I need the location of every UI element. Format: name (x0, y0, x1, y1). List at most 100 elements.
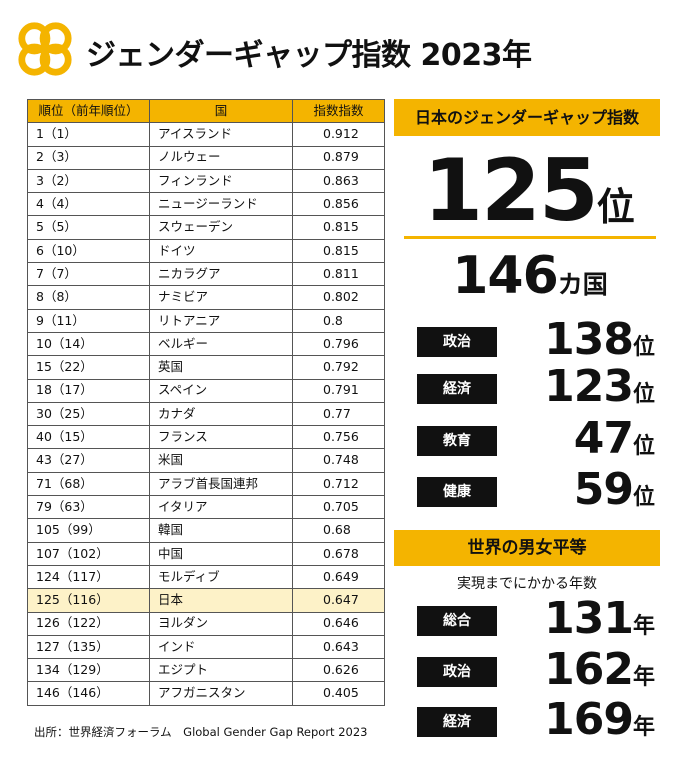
table-row: 105（99） 韓国 0.68 (27, 518, 385, 543)
table-row: 126（122） ヨルダン 0.646 (27, 611, 385, 636)
index-cell: 0.748 (292, 448, 385, 473)
rank-cell: 40（15） (27, 425, 150, 450)
total-countries-unit: カ国 (557, 270, 608, 299)
country-cell: スペイン (149, 378, 293, 403)
japan-heading: 日本のジェンダーギャップ指数 (394, 99, 660, 136)
category-value: 138位 (544, 318, 655, 369)
world-years: 162 (544, 644, 634, 695)
index-cell: 0.856 (292, 192, 385, 217)
ranking-table-body: 1（1） アイスランド 0.912 2（3） ノルウェー 0.879 3（2） フィンランド 0… (27, 122, 385, 706)
rank-cell: 15（22） (27, 355, 150, 380)
country-cell: エジプト (149, 658, 293, 683)
index-cell: 0.626 (292, 658, 385, 683)
table-header-row: 順位（前年順位） 国 指数指数 (27, 98, 385, 124)
table-row: 146（146） アフガニスタン 0.405 (27, 681, 385, 706)
country-cell: ノルウェー (149, 145, 293, 170)
rank-cell: 125（116） (27, 588, 150, 613)
index-cell: 0.863 (292, 168, 385, 194)
rank-cell: 8（8） (27, 285, 150, 310)
world-row-economy: 経済 169年 (417, 698, 655, 742)
country-cell: スウェーデン (149, 215, 293, 240)
rank-cell: 7（7） (27, 262, 150, 287)
table-row: 3（2） フィンランド 0.863 (27, 168, 385, 194)
category-label: 政治 (417, 327, 497, 357)
country-cell: カナダ (149, 401, 293, 427)
rank-cell: 9（11） (27, 308, 150, 333)
world-row-politics: 政治 162年 (417, 648, 655, 692)
category-value: 59位 (574, 468, 655, 519)
index-cell: 0.879 (292, 145, 385, 170)
world-value: 162年 (544, 648, 655, 699)
index-cell: 0.678 (292, 541, 385, 566)
source-note: 出所：世界経済フォーラム Global Gender Gap Report 20… (34, 725, 368, 739)
country-cell: フランス (149, 425, 293, 450)
country-cell: イタリア (149, 495, 293, 520)
table-row: 40（15） フランス 0.756 (27, 425, 385, 450)
category-rank: 47 (573, 413, 634, 464)
rank-cell: 18（17） (27, 378, 150, 403)
country-cell: インド (149, 634, 293, 660)
index-cell: 0.68 (292, 518, 385, 543)
rank-cell: 6（10） (27, 238, 150, 264)
total-countries-value: 146 (452, 246, 559, 306)
world-unit: 年 (632, 665, 655, 690)
index-cell: 0.647 (292, 588, 385, 613)
rank-cell: 146（146） (27, 681, 150, 706)
category-unit: 位 (632, 485, 655, 510)
four-petal-logo-icon (18, 22, 72, 76)
index-cell: 0.811 (292, 262, 385, 287)
index-cell: 0.815 (292, 238, 385, 264)
category-value: 47位 (574, 417, 655, 468)
japan-rank: 125位 (406, 141, 652, 241)
country-cell: フィンランド (149, 168, 293, 194)
world-unit: 年 (632, 715, 655, 740)
table-row: 2（3） ノルウェー 0.879 (27, 145, 385, 170)
japan-rank-value: 125 (423, 141, 599, 241)
rank-cell: 5（5） (27, 215, 150, 240)
category-label: 教育 (417, 426, 497, 456)
table-row: 18（17） スペイン 0.791 (27, 378, 385, 403)
rank-cell: 4（4） (27, 192, 150, 217)
rank-cell: 43（27） (27, 448, 150, 473)
world-row-overall: 総合 131年 (417, 597, 655, 641)
index-cell: 0.705 (292, 495, 385, 520)
index-cell: 0.77 (292, 401, 385, 427)
rank-cell: 10（14） (27, 331, 150, 357)
world-heading: 世界の男女平等 (394, 530, 660, 566)
table-row: 10（14） ベルギー 0.796 (27, 331, 385, 357)
category-rank: 123 (544, 361, 634, 412)
country-cell: リトアニア (149, 308, 293, 333)
index-cell: 0.796 (292, 331, 385, 357)
rank-cell: 1（1） (27, 122, 150, 147)
country-cell: 英国 (149, 355, 293, 380)
table-row: 4（4） ニュージーランド 0.856 (27, 192, 385, 217)
category-unit: 位 (632, 335, 655, 360)
index-cell: 0.649 (292, 564, 385, 590)
rank-cell: 126（122） (27, 611, 150, 636)
table-row: 9（11） リトアニア 0.8 (27, 308, 385, 333)
table-row: 125（116） 日本 0.647 (27, 588, 385, 613)
table-row: 30（25） カナダ 0.77 (27, 401, 385, 427)
world-label: 政治 (417, 657, 497, 687)
country-cell: 米国 (149, 448, 293, 473)
world-label: 経済 (417, 707, 497, 737)
category-rank: 138 (544, 314, 634, 365)
category-unit: 位 (632, 382, 655, 407)
table-row: 6（10） ドイツ 0.815 (27, 238, 385, 264)
category-value: 123位 (544, 365, 655, 416)
country-cell: ニカラグア (149, 262, 293, 287)
index-cell: 0.912 (292, 122, 385, 147)
category-unit: 位 (632, 434, 655, 459)
table-row: 43（27） 米国 0.748 (27, 448, 385, 473)
table-row: 5（5） スウェーデン 0.815 (27, 215, 385, 240)
world-unit: 年 (632, 614, 655, 639)
table-row: 134（129） エジプト 0.626 (27, 658, 385, 683)
rank-cell: 105（99） (27, 518, 150, 543)
column-header-country: 国 (149, 98, 293, 124)
index-cell: 0.791 (292, 378, 385, 403)
rank-cell: 3（2） (27, 168, 150, 194)
rank-cell: 134（129） (27, 658, 150, 683)
country-cell: 日本 (149, 588, 293, 613)
index-cell: 0.802 (292, 285, 385, 310)
index-cell: 0.8 (292, 308, 385, 333)
